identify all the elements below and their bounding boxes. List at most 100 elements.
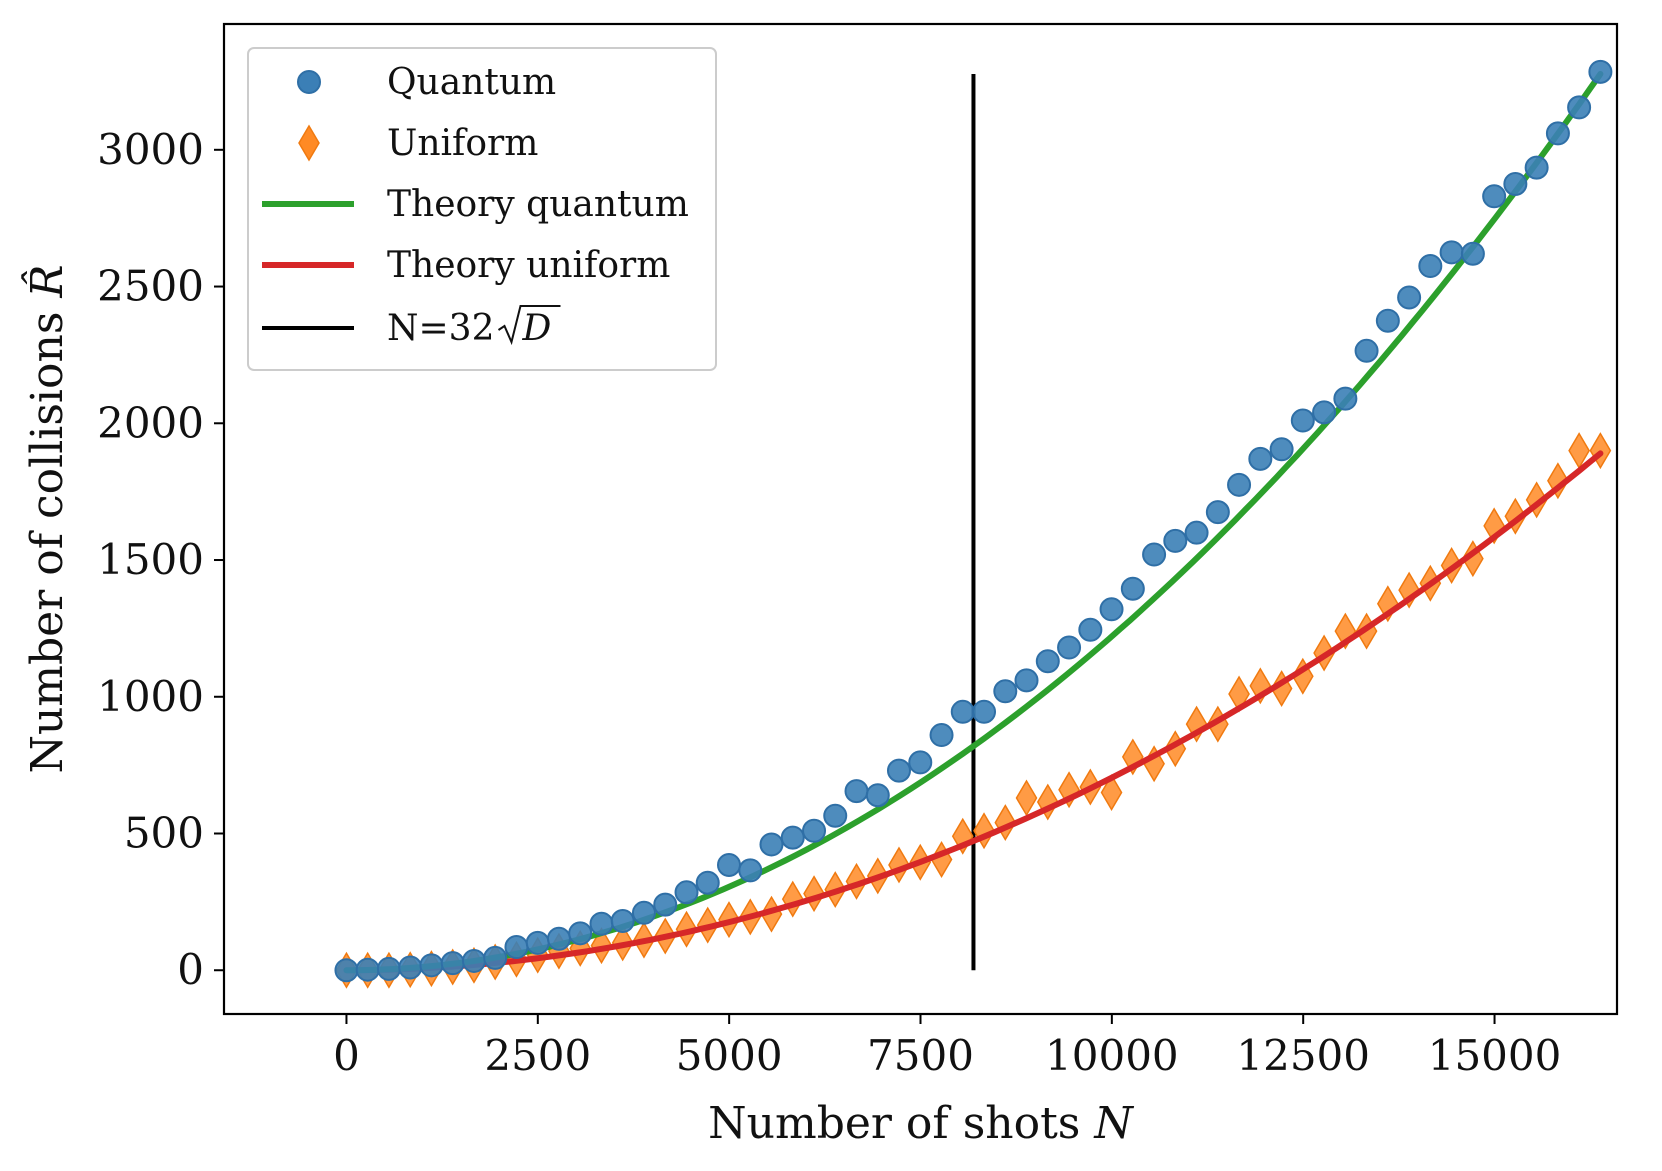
quantum-point xyxy=(1078,617,1103,642)
quantum-point xyxy=(1099,597,1124,622)
y-tick-label: 3000 xyxy=(97,125,204,174)
quantum-point xyxy=(1503,171,1528,196)
quantum-point xyxy=(1397,285,1422,310)
quantum-point xyxy=(1567,95,1592,120)
quantum-point xyxy=(546,926,571,951)
uniform-point xyxy=(1525,481,1548,519)
quantum-point xyxy=(844,779,869,804)
x-tick-label: 15000 xyxy=(1428,1031,1562,1080)
theory-uniform-line xyxy=(343,450,1604,974)
uniform-point xyxy=(1121,738,1144,776)
quantum-point xyxy=(1312,400,1337,425)
legend-label: Theory uniform xyxy=(387,245,670,286)
quantum-point xyxy=(802,818,827,843)
quantum-point xyxy=(823,803,848,828)
y-tick-label: 1500 xyxy=(97,535,204,584)
quantum-point xyxy=(1014,668,1039,693)
quantum-point xyxy=(1333,386,1358,411)
uniform-point xyxy=(781,880,804,918)
quantum-point xyxy=(1290,408,1315,433)
quantum-point xyxy=(1460,241,1485,266)
y-tick-label: 500 xyxy=(124,809,204,858)
quantum-point xyxy=(993,679,1018,704)
quantum-point xyxy=(440,951,465,976)
quantum-point xyxy=(1269,437,1294,462)
legend-label: Quantum xyxy=(387,62,556,103)
quantum-point xyxy=(1057,635,1082,660)
uniform-point xyxy=(1483,507,1506,545)
quantum-point xyxy=(589,911,614,936)
quantum-point xyxy=(1035,649,1060,674)
quantum-point xyxy=(865,783,890,808)
uniform-point xyxy=(1462,540,1484,578)
quantum-point xyxy=(1163,528,1188,553)
quantum-point xyxy=(695,870,720,895)
quantum-point xyxy=(759,832,784,857)
uniform-point xyxy=(951,817,974,855)
quantum-point xyxy=(1588,59,1613,84)
uniform-point xyxy=(1036,783,1059,821)
x-tick-label: 10000 xyxy=(1045,1031,1179,1080)
uniform-point xyxy=(994,804,1017,842)
legend-label: N=32 xyxy=(387,308,494,349)
legend-box xyxy=(247,47,717,371)
quantum-point xyxy=(1375,308,1400,333)
ticks-layer: 0 2500 5000 7500 10000 12500 15000 0 500 1000 1500… xyxy=(97,125,1561,1080)
legend: Quantum Uniform Theory quantum Theory unifo… xyxy=(247,47,717,371)
quantum-point xyxy=(1120,576,1145,601)
uniform-point xyxy=(1270,670,1293,708)
quantum-point xyxy=(483,945,508,970)
quantum-point xyxy=(908,750,933,775)
x-tick-label: 12500 xyxy=(1236,1031,1370,1080)
legend-label-sqrt-arg: D xyxy=(521,308,551,349)
quantum-point xyxy=(929,723,954,748)
quantum-point xyxy=(717,852,742,877)
quantum-point xyxy=(886,758,911,783)
quantum-point xyxy=(376,956,401,981)
quantum-point xyxy=(1248,446,1273,471)
quantum-point xyxy=(780,825,805,850)
quantum-point xyxy=(1418,254,1443,279)
y-tick-label: 2000 xyxy=(97,398,204,447)
quantum-point xyxy=(525,930,550,955)
quantum-point xyxy=(738,858,763,883)
y-axis-label: Number of collisions R̂ xyxy=(20,264,73,773)
quantum-point xyxy=(653,892,678,917)
legend-marker-uniform xyxy=(298,124,320,162)
y-tick-label: 0 xyxy=(177,945,204,994)
quantum-point xyxy=(1205,500,1230,525)
uniform-point xyxy=(1547,462,1569,500)
legend-marker-quantum xyxy=(297,70,321,94)
quantum-point xyxy=(631,900,656,925)
quantum-point xyxy=(504,934,529,959)
quantum-point xyxy=(1482,184,1507,209)
quantum-point xyxy=(334,958,359,983)
quantum-point xyxy=(461,948,486,973)
quantum-point xyxy=(1142,542,1167,567)
quantum-point xyxy=(355,957,380,982)
quantum-point xyxy=(1227,472,1252,497)
uniform-point xyxy=(845,862,868,900)
quantum-point xyxy=(1439,240,1464,265)
quantum-point xyxy=(950,699,975,724)
quantum-point xyxy=(1545,121,1570,146)
quantum-point xyxy=(972,699,997,724)
series-layer xyxy=(334,59,1613,989)
quantum-point xyxy=(1524,155,1549,180)
y-tick-label: 2500 xyxy=(97,262,204,311)
uniform-point xyxy=(1100,774,1123,811)
quantum-point xyxy=(1354,338,1379,363)
quantum-point xyxy=(610,909,635,934)
x-tick-label: 5000 xyxy=(676,1031,783,1080)
quantum-point xyxy=(1184,520,1209,545)
quantum-point xyxy=(398,955,423,980)
uniform-point xyxy=(803,875,825,913)
uniform-point xyxy=(1015,779,1038,817)
legend-label: Theory quantum xyxy=(387,184,689,225)
sqrt-sign xyxy=(497,305,561,346)
x-tick-label: 2500 xyxy=(484,1031,591,1080)
quantum-point xyxy=(419,953,444,978)
x-axis-label: Number of shots N xyxy=(708,1098,1134,1149)
quantum-point xyxy=(568,921,593,946)
